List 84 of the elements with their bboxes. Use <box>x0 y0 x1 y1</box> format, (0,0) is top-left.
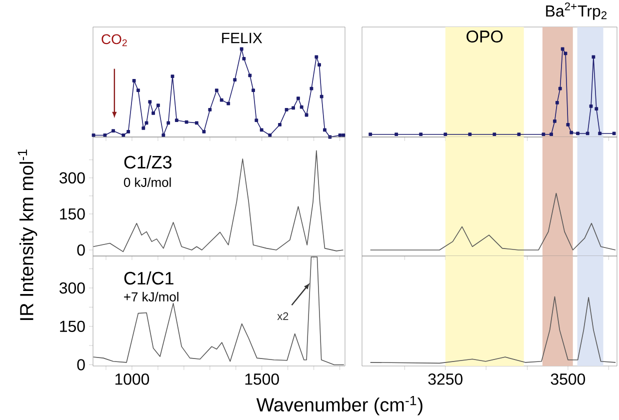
y-tick-label: 0 <box>77 244 85 256</box>
point <box>162 134 166 137</box>
point <box>612 132 616 136</box>
y-tick-label: 150 <box>60 208 85 220</box>
point <box>240 47 244 51</box>
x-tick-label: 3500 <box>550 374 586 385</box>
point <box>144 121 148 125</box>
point <box>598 132 602 136</box>
point <box>202 130 206 134</box>
point <box>594 107 598 111</box>
point <box>148 100 152 104</box>
annotation: x2 <box>277 312 288 320</box>
point <box>268 134 272 137</box>
point <box>174 118 178 122</box>
point <box>468 132 472 136</box>
point <box>560 47 564 51</box>
text: FELIX <box>222 32 262 44</box>
point <box>555 100 559 104</box>
point <box>300 105 304 109</box>
point <box>194 121 198 125</box>
point <box>419 132 423 136</box>
point <box>320 94 324 98</box>
point <box>550 132 553 136</box>
point <box>310 86 314 90</box>
y-tick-label: 300 <box>59 282 85 294</box>
x-tick-label: 1000 <box>115 374 150 385</box>
point <box>226 102 230 106</box>
point <box>566 122 570 126</box>
point <box>170 74 174 78</box>
point <box>132 78 136 82</box>
band-label: OPO <box>466 30 503 43</box>
x-tick-label: 1500 <box>245 374 279 385</box>
point <box>564 52 568 56</box>
annotation: +7 kJ/mol <box>124 292 178 302</box>
point <box>394 132 398 136</box>
y-tick-label: 0 <box>77 359 85 370</box>
point <box>553 119 556 123</box>
point <box>284 108 288 112</box>
point <box>558 86 562 90</box>
point <box>220 98 224 102</box>
point <box>296 96 300 100</box>
point <box>242 56 246 60</box>
point <box>233 78 237 82</box>
chart-title: Ba$^{2+}$Trp$_{2}$ <box>546 2 607 20</box>
x-axis-title: Wavenumber (cm$^{-1}$) <box>256 396 422 416</box>
point <box>342 134 346 137</box>
point <box>208 108 212 112</box>
line-series <box>92 150 344 252</box>
point <box>323 128 326 132</box>
point <box>492 132 496 136</box>
annotation: C1/C1 <box>124 271 174 285</box>
point <box>248 74 252 78</box>
annotation: C1/Z3 <box>124 155 172 169</box>
point <box>126 130 130 134</box>
annotation: 0 kJ/mol <box>124 177 171 187</box>
point <box>252 88 255 92</box>
point <box>592 55 596 59</box>
point <box>542 132 546 136</box>
point <box>318 63 321 67</box>
point <box>589 104 593 108</box>
point <box>142 126 146 130</box>
point <box>586 132 590 136</box>
point <box>254 118 258 122</box>
point <box>136 88 140 92</box>
point <box>278 122 282 126</box>
y-tick-label: 150 <box>60 320 85 332</box>
point <box>112 129 115 133</box>
point <box>122 134 126 137</box>
y-tick-label: 300 <box>59 172 85 184</box>
point <box>152 112 155 115</box>
x-tick-label: 3250 <box>428 374 462 385</box>
point <box>444 132 448 136</box>
point <box>156 104 160 108</box>
point <box>517 132 521 136</box>
point <box>368 132 372 136</box>
text: CO$_{2}$ <box>102 34 127 46</box>
point <box>570 130 574 134</box>
point <box>314 55 318 59</box>
point <box>214 88 218 92</box>
point <box>292 106 295 110</box>
y-axis-title: IR Intensity km mol$^{-1}$ <box>18 150 38 320</box>
point <box>166 121 170 125</box>
point <box>260 128 264 132</box>
point <box>576 132 580 136</box>
